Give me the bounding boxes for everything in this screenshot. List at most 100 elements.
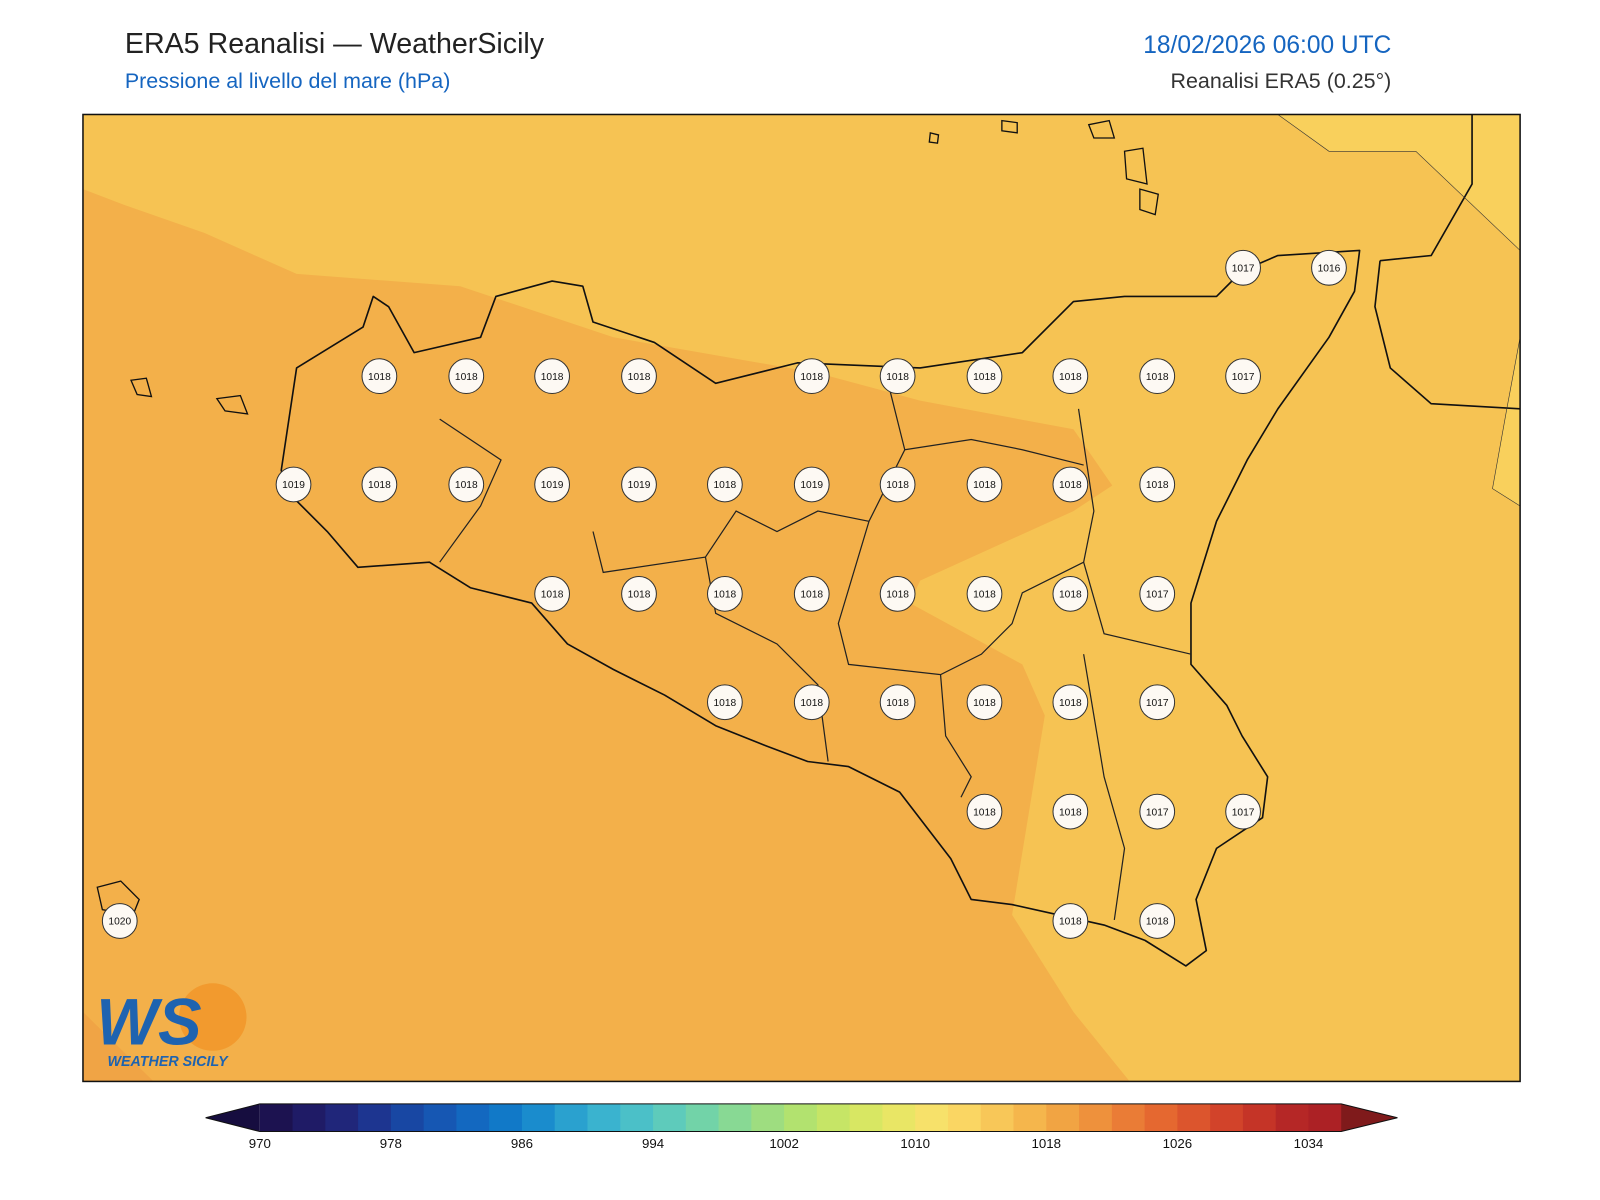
station-marker — [879, 358, 916, 395]
station-value: 1018 — [714, 480, 737, 491]
station-value: 1018 — [455, 372, 478, 383]
station-marker — [1052, 903, 1089, 939]
station-value: 1017 — [1146, 807, 1169, 818]
station-value: 1018 — [973, 372, 996, 383]
logo-mark: WS — [96, 986, 201, 1059]
station: 1017 — [1225, 358, 1261, 395]
sicily-coast — [280, 249, 1361, 967]
station-marker — [448, 358, 485, 395]
station: 1018 — [966, 793, 1003, 830]
station-value: 1018 — [973, 480, 996, 491]
station: 1016 — [1311, 249, 1347, 286]
station-value: 1018 — [886, 698, 909, 709]
station-marker — [275, 466, 312, 503]
station: 1018 — [534, 358, 571, 395]
colorbar-segment — [947, 1103, 982, 1132]
station: 1018 — [706, 575, 743, 612]
station-marker — [793, 684, 830, 721]
station-marker — [361, 466, 398, 503]
station-marker — [1139, 575, 1176, 612]
station: 1018 — [879, 575, 916, 612]
station-marker — [1139, 903, 1176, 939]
station-value: 1019 — [541, 480, 564, 491]
station-value: 1018 — [1146, 917, 1169, 928]
station: 1018 — [361, 466, 398, 503]
colorbar-segment — [325, 1103, 359, 1132]
colorbar-segment — [456, 1103, 490, 1132]
colorbar-segment — [1308, 1103, 1342, 1132]
station: 1018 — [706, 466, 743, 503]
colorbar-tick-label: 978 — [380, 1136, 402, 1151]
title: ERA5 Reanalisi — WeatherSicily — [125, 28, 545, 60]
colorbar-tick-label: 994 — [642, 1136, 664, 1151]
colorbar-segment — [751, 1103, 785, 1132]
station: 1018 — [966, 466, 1003, 503]
station-value: 1018 — [714, 590, 737, 601]
station-marker — [1052, 684, 1089, 721]
station: 1018 — [793, 575, 830, 612]
station-marker — [1139, 684, 1176, 721]
isobar — [1277, 114, 1521, 507]
station: 1018 — [361, 358, 398, 395]
station: 1018 — [879, 466, 916, 503]
station-marker — [966, 793, 1003, 830]
station-value: 1018 — [541, 590, 564, 601]
colorbar-segment — [423, 1103, 457, 1132]
colorbar-under — [205, 1103, 260, 1132]
station: 1018 — [793, 684, 830, 721]
station-value: 1018 — [973, 698, 996, 709]
station-marker — [966, 358, 1003, 395]
station-value: 1019 — [800, 480, 823, 491]
colorbar-segment — [882, 1103, 916, 1132]
station-marker — [706, 466, 743, 503]
station: 1018 — [966, 684, 1003, 721]
field-yellow — [1277, 114, 1521, 251]
station-marker — [1052, 793, 1089, 830]
subtitle: Pressione al livello del mare (hPa) — [125, 69, 451, 93]
colorbar-segment — [653, 1103, 687, 1132]
colorbar-over — [1341, 1103, 1398, 1132]
station: 1017 — [1139, 575, 1176, 612]
colorbar-segment — [489, 1103, 523, 1132]
colorbar-tick-label: 1002 — [769, 1136, 799, 1151]
station-marker — [879, 466, 916, 503]
station: 1018 — [793, 358, 830, 395]
colorbar-tick-label: 1034 — [1294, 1136, 1324, 1151]
colorbar-segment — [1013, 1103, 1047, 1132]
station-marker — [879, 684, 916, 721]
map-area: 1017 1016 1018 1018 1018 1018 1018 1018 1018 1018… — [82, 113, 1521, 1083]
station: 1018 — [966, 575, 1003, 612]
station-marker — [1225, 358, 1261, 395]
station-value: 1018 — [1059, 807, 1082, 818]
colorbar-tick-label: 1010 — [900, 1136, 930, 1151]
colorbar-segment — [259, 1103, 294, 1132]
station-value: 1017 — [1232, 807, 1255, 818]
logo-sun — [179, 983, 247, 1051]
station-marker — [1225, 793, 1261, 830]
colorbar-segment — [358, 1103, 392, 1132]
station-value: 1018 — [800, 590, 823, 601]
station: 1018 — [1139, 358, 1176, 395]
colorbar-segment — [1144, 1103, 1178, 1132]
station-marker — [621, 575, 657, 612]
station: 1017 — [1139, 684, 1176, 721]
station-marker — [101, 903, 138, 939]
station-marker — [1052, 358, 1089, 395]
colorbar-tick-label: 1026 — [1163, 1136, 1193, 1151]
station: 1018 — [879, 684, 916, 721]
colorbar: 970 978 986 994 1002 1010 1018 1026 1034 — [205, 1103, 1398, 1151]
station: 1017 — [1225, 793, 1261, 830]
station-value: 1018 — [1059, 372, 1082, 383]
station-marker — [361, 358, 398, 395]
station-value: 1018 — [368, 372, 391, 383]
station: 1017 — [1139, 793, 1176, 830]
field-yellow — [1492, 337, 1521, 506]
station-value: 1018 — [714, 698, 737, 709]
station: 1017 — [1225, 249, 1261, 286]
colorbar-outline — [205, 1103, 1398, 1133]
station-marker — [1139, 358, 1176, 395]
colorbar-tick-label: 1018 — [1032, 1136, 1062, 1151]
colorbar-tick-label: 986 — [511, 1136, 533, 1151]
